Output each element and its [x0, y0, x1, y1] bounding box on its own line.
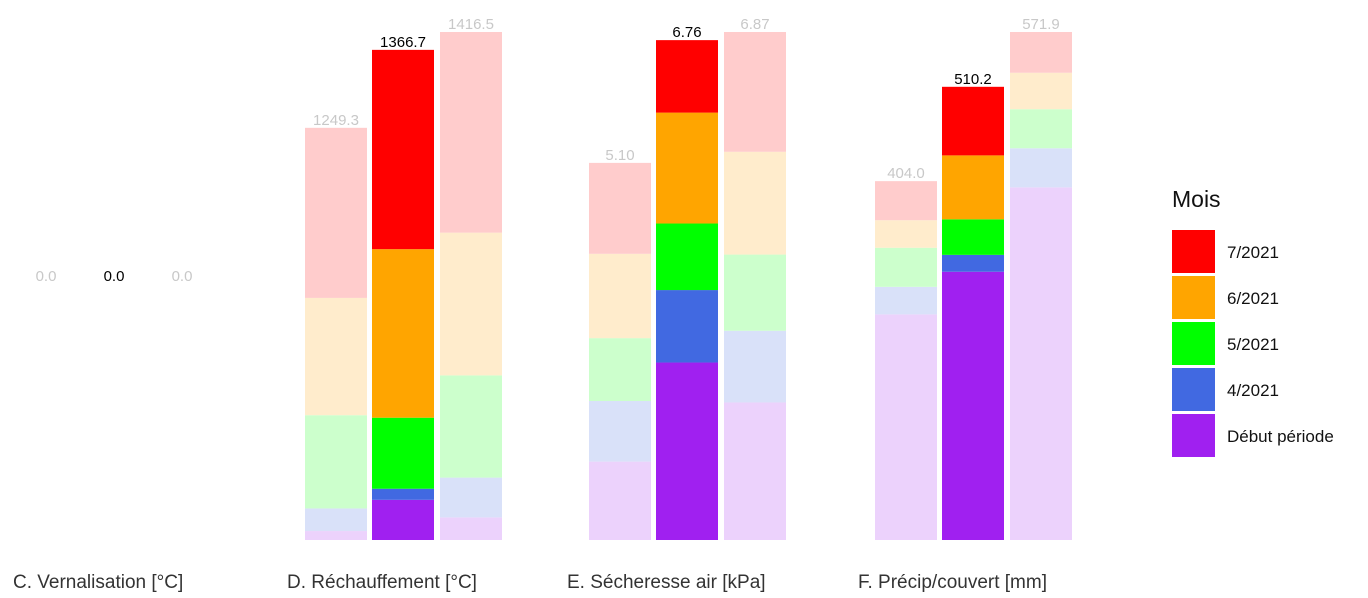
legend-label-4-2021: 4/2021	[1227, 381, 1279, 400]
bar-segment-4-2021	[875, 286, 937, 315]
bar-segment-7-2021	[656, 40, 718, 113]
legend: Mois 7/2021 6/2021 5/2021 4/2021 Début périod…	[1172, 186, 1334, 457]
panel-c-vernalisation-c: 0.0 0.0 0.0 C. Vernalisation [°C]	[13, 268, 192, 593]
legend-label-7-2021: 7/2021	[1227, 243, 1279, 262]
bar-segment-6-2021	[372, 249, 434, 418]
legend-title: Mois	[1172, 186, 1221, 212]
legend-label-d-but-p-riode: Début période	[1227, 427, 1334, 446]
data-label: 1366.7	[380, 34, 426, 51]
data-label: 6.87	[740, 16, 769, 33]
legend-label-5-2021: 5/2021	[1227, 335, 1279, 354]
data-label: 404.0	[887, 165, 925, 182]
panel-f-pr-cip-couvert-mm: 404.0 510.2 571.9 F. Précip/couvert [mm]	[858, 16, 1072, 593]
bar-segment-5-2021	[942, 219, 1004, 255]
bar-segment-6-2021	[875, 220, 937, 248]
data-label: 1416.5	[448, 16, 494, 33]
bar-segment-6-2021	[305, 297, 367, 416]
bar-segment-6-2021	[942, 155, 1004, 220]
bar-segment-d-but-p-riode	[589, 461, 651, 540]
legend-swatch-d-but-p-riode	[1172, 414, 1215, 457]
bar-segment-7-2021	[875, 181, 937, 221]
bar-segment-4-2021	[656, 290, 718, 363]
bar-segment-7-2021	[305, 127, 367, 298]
data-label: 0.0	[172, 268, 193, 285]
panel-title: E. Sécheresse air [kPa]	[567, 572, 766, 593]
data-label: 510.2	[954, 71, 992, 88]
bar-segment-5-2021	[440, 375, 502, 478]
bar-segment-5-2021	[875, 247, 937, 287]
data-label: 1249.3	[313, 112, 359, 129]
legend-swatch-6-2021	[1172, 276, 1215, 319]
bar-segment-6-2021	[724, 151, 786, 255]
bar-segment-d-but-p-riode	[1010, 187, 1072, 541]
bar-segment-d-but-p-riode	[440, 517, 502, 540]
legend-swatch-5-2021	[1172, 322, 1215, 365]
bar-segment-5-2021	[589, 338, 651, 401]
bar-segment-6-2021	[440, 232, 502, 376]
bar-segment-7-2021	[372, 49, 434, 250]
bar-segment-d-but-p-riode	[875, 314, 937, 540]
data-label: 0.0	[36, 268, 57, 285]
data-label: 5.10	[605, 147, 634, 164]
bar-segment-4-2021	[942, 254, 1004, 272]
data-label: 6.76	[672, 24, 701, 41]
bar-segment-6-2021	[656, 112, 718, 224]
bar-segment-7-2021	[440, 32, 502, 233]
bar-segment-6-2021	[589, 253, 651, 339]
panel-title: D. Réchauffement [°C]	[287, 572, 477, 593]
bar-segment-4-2021	[1010, 148, 1072, 188]
bar-segment-5-2021	[1010, 109, 1072, 149]
bar-segment-7-2021	[1010, 32, 1072, 73]
legend-swatch-4-2021	[1172, 368, 1215, 411]
bar-segment-4-2021	[724, 330, 786, 403]
bar-segment-6-2021	[1010, 72, 1072, 110]
bar-segment-4-2021	[372, 488, 434, 500]
bar-segment-5-2021	[372, 417, 434, 489]
data-label: 571.9	[1022, 16, 1060, 33]
legend-swatch-7-2021	[1172, 230, 1215, 273]
bar-segment-d-but-p-riode	[305, 531, 367, 540]
bar-segment-d-but-p-riode	[372, 499, 434, 540]
bar-segment-4-2021	[305, 508, 367, 532]
panel-e-s-cheresse-air-kpa: 5.10 6.76 6.87 E. Sécheresse air [kPa]	[567, 16, 786, 593]
bar-segment-7-2021	[724, 32, 786, 152]
bar-segment-5-2021	[656, 223, 718, 291]
legend-label-6-2021: 6/2021	[1227, 289, 1279, 308]
panel-d-r-chauffement-c: 1249.3 1366.7 1416.5 D. Réchauffement [°C]	[287, 16, 502, 593]
bar-segment-7-2021	[589, 162, 651, 254]
bar-segment-d-but-p-riode	[942, 271, 1004, 540]
data-label: 0.0	[104, 268, 125, 285]
panel-title: C. Vernalisation [°C]	[13, 572, 183, 593]
bar-segment-4-2021	[589, 400, 651, 462]
panel-title: F. Précip/couvert [mm]	[858, 572, 1047, 593]
bar-segment-7-2021	[942, 86, 1004, 156]
bar-segment-5-2021	[305, 415, 367, 509]
bar-segment-5-2021	[724, 254, 786, 331]
bar-segment-d-but-p-riode	[656, 362, 718, 540]
bar-segment-4-2021	[440, 477, 502, 518]
bar-segment-d-but-p-riode	[724, 402, 786, 540]
